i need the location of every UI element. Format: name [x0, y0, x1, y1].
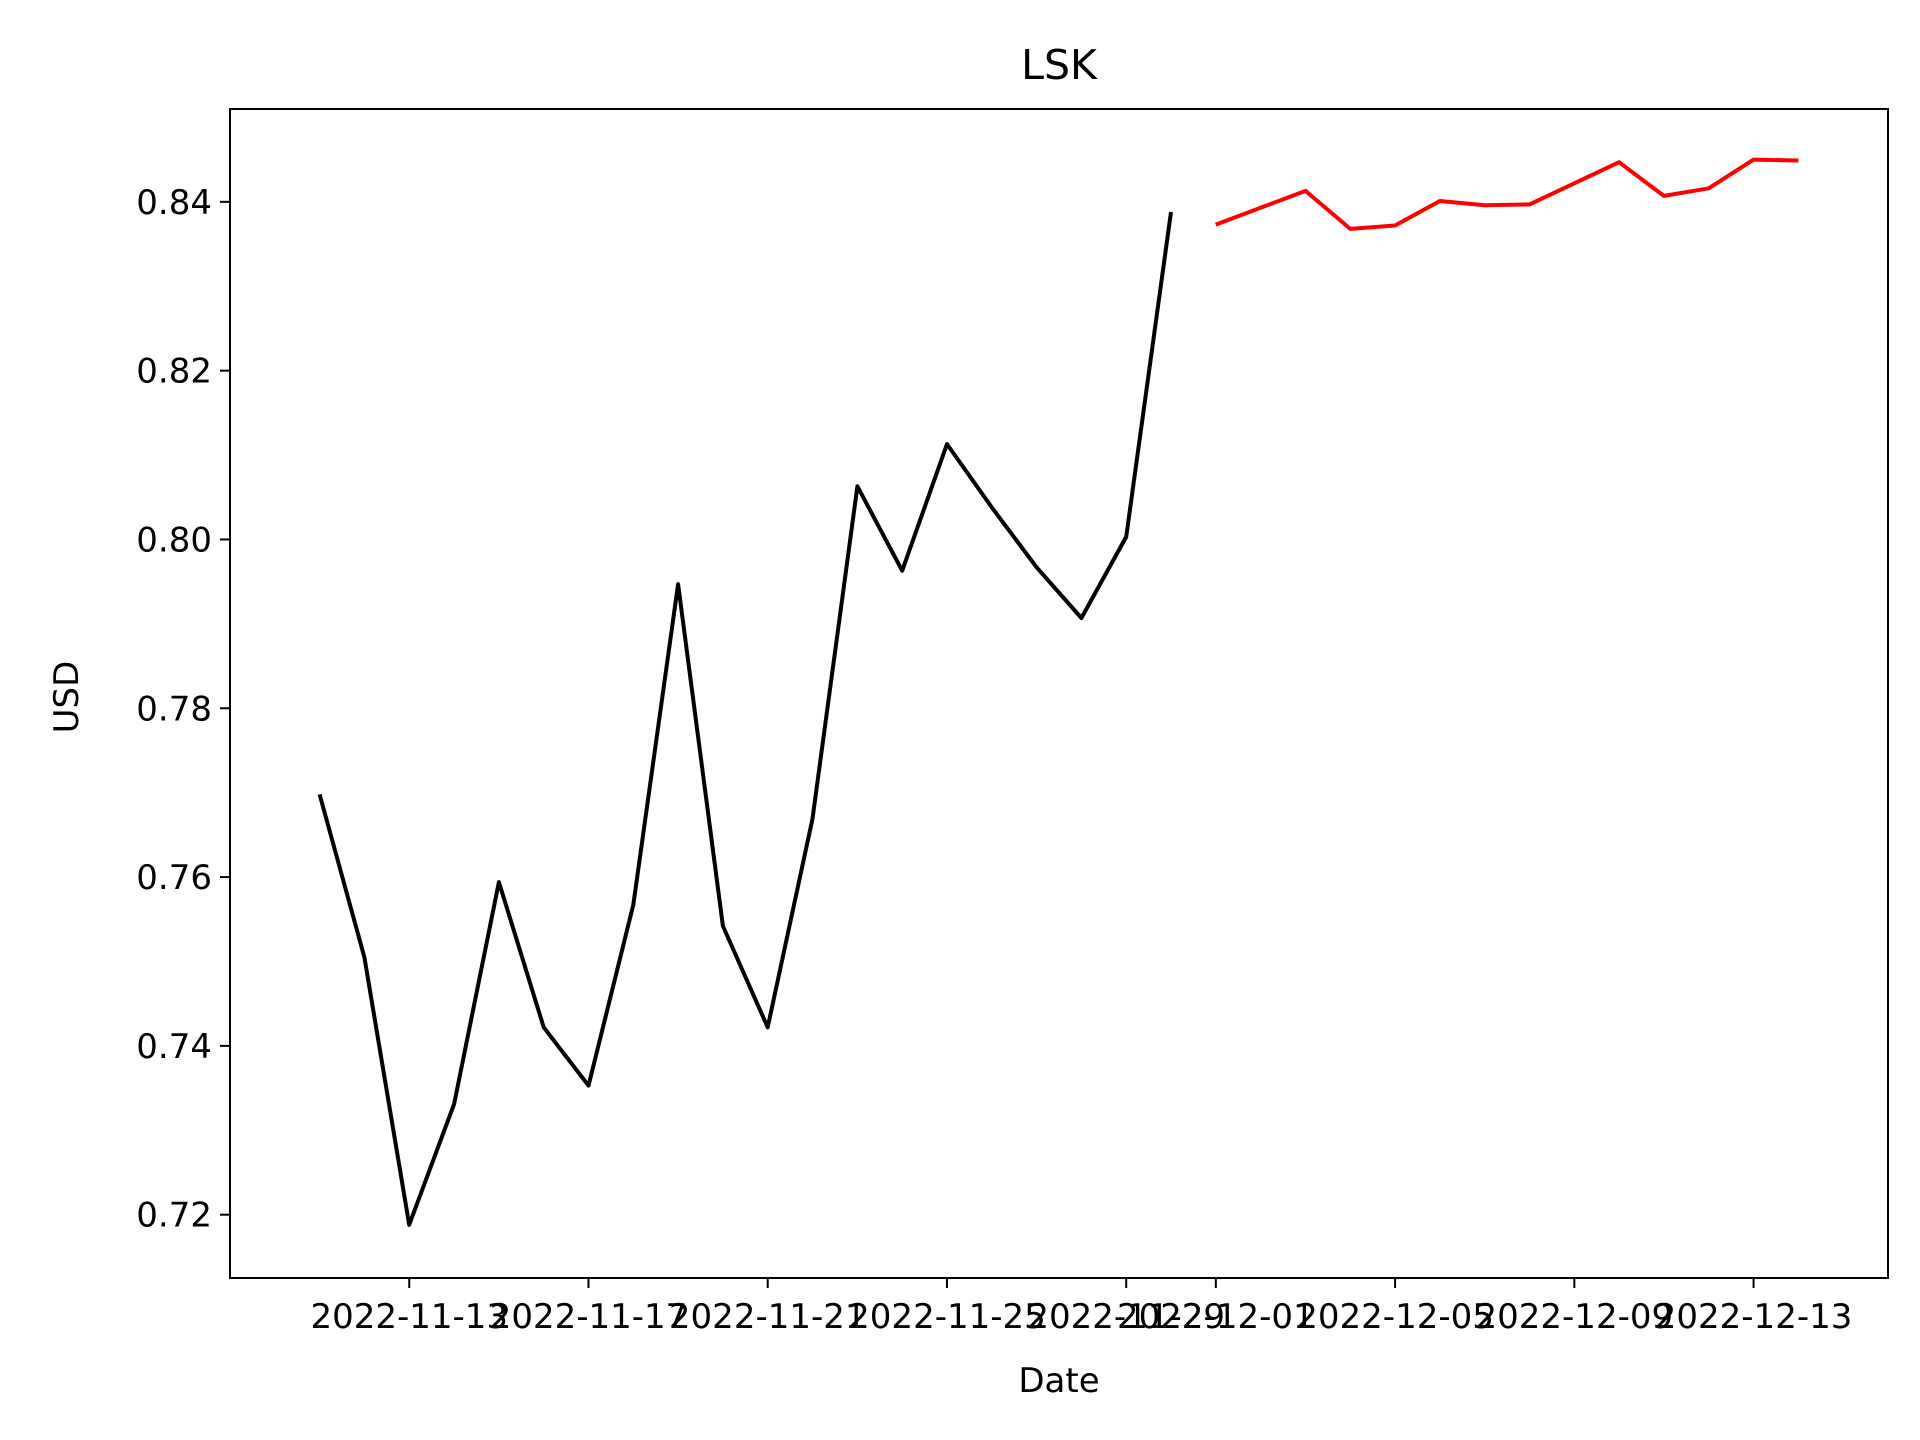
chart-title: LSK [1021, 41, 1098, 89]
x-tick-label: 2022-11-21 [669, 1297, 867, 1337]
y-tick-label: 0.76 [136, 858, 212, 898]
series-layer [317, 157, 1799, 1227]
series-line-1 [317, 211, 1173, 1227]
plot-frame [229, 108, 1889, 1279]
x-axis-label: Date [1018, 1361, 1099, 1401]
y-tick-label: 0.84 [136, 183, 212, 223]
x-tick-label: 2022-11-25 [848, 1297, 1046, 1337]
y-tick-label: 0.74 [136, 1027, 212, 1067]
x-tick-label: 2022-12-13 [1655, 1297, 1853, 1337]
y-tick-label: 0.82 [136, 352, 212, 392]
y-tick-label: 0.78 [136, 689, 212, 729]
y-tick-label: 0.72 [136, 1196, 212, 1236]
y-axis-ticks: 0.72 0.74 0.76 0.78 0.80 0.82 0.84 [136, 183, 230, 1236]
x-tick-label: 2022-12-05 [1296, 1297, 1494, 1337]
x-tick-label: 2022-12-09 [1476, 1297, 1674, 1337]
y-axis-label: USD [47, 661, 87, 734]
x-tick-label: 2022-11-17 [490, 1297, 688, 1337]
x-tick-label: 2022-12-01 [1117, 1297, 1315, 1337]
x-tick-label: 2022-11-13 [310, 1297, 508, 1337]
series-line-2 [1215, 157, 1799, 231]
x-axis-ticks: 2022-11-132022-11-172022-11-212022-11-25… [310, 1278, 1852, 1337]
y-tick-label: 0.80 [136, 520, 212, 560]
x-tick-label: 2022-11-29 [1027, 1297, 1225, 1337]
